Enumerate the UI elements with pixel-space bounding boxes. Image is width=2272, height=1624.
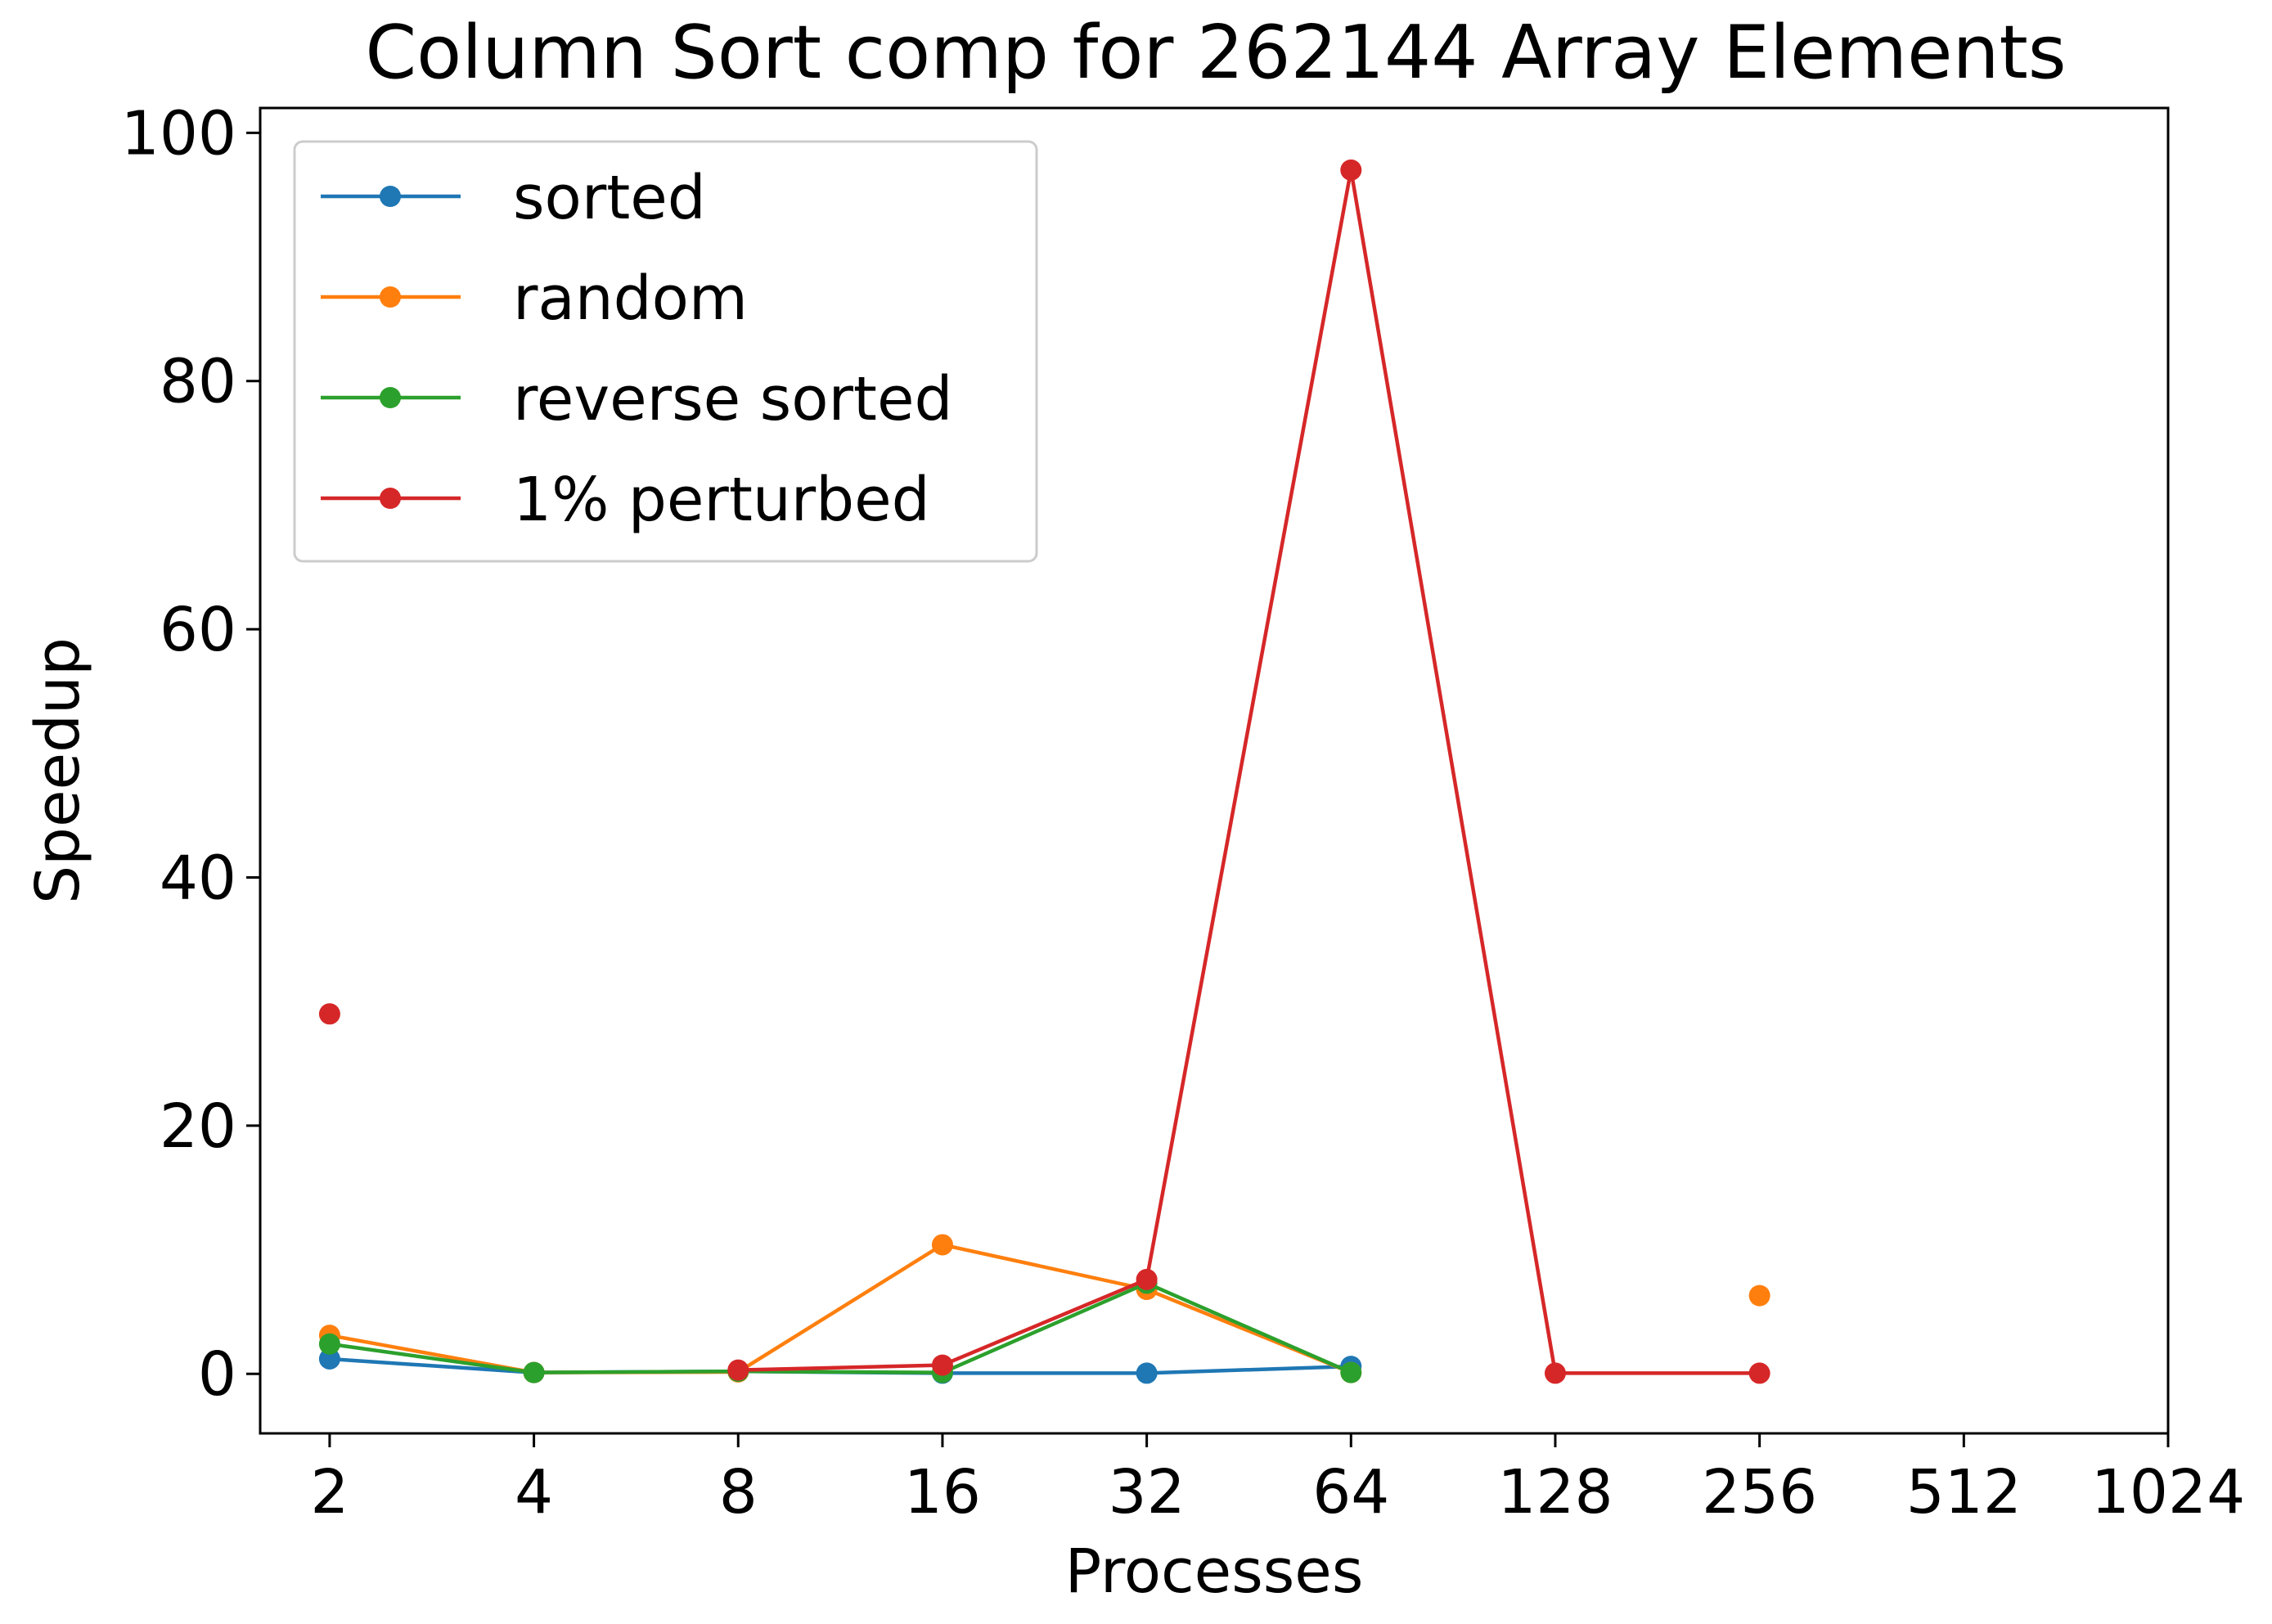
chart-title: Column Sort comp for 262144 Array Elemen…: [365, 10, 2066, 96]
legend-box: [293, 140, 1038, 563]
x-tick-label: 32: [1109, 1457, 1185, 1527]
x-tick-label: 4: [515, 1457, 553, 1527]
plot-area: [318, 159, 1770, 1384]
axes: 2 4 8 16 32 64 128 256 512 1024 0 20 40 60 80 100: [121, 98, 2245, 1527]
data-point-1-perturbed: [1136, 1268, 1158, 1290]
y-tick-label: 80: [160, 347, 236, 417]
x-tick-label: 64: [1312, 1457, 1389, 1527]
y-tick-label: 40: [160, 843, 236, 913]
data-point-reverse-sorted: [1340, 1361, 1362, 1383]
y-tick-label: 20: [160, 1091, 236, 1162]
data-point-sorted: [1136, 1362, 1158, 1384]
data-point-1-perturbed: [1748, 1362, 1770, 1384]
series-1-perturbed: [318, 159, 1770, 1384]
x-tick-label: 512: [1906, 1457, 2022, 1527]
data-point-random: [1748, 1284, 1770, 1307]
legend: sorted random reverse sorted 1% perturbed: [293, 140, 1038, 563]
x-tick-label: 1024: [2091, 1457, 2245, 1527]
data-point-1-perturbed: [1544, 1362, 1566, 1384]
series-line-1-perturbed: [738, 168, 1760, 1375]
legend-marker: [380, 286, 401, 308]
legend-label: reverse sorted: [513, 364, 952, 434]
data-point-1-perturbed: [931, 1354, 953, 1376]
data-point-1-perturbed: [727, 1359, 749, 1381]
data-point-1-perturbed: [318, 1003, 340, 1025]
x-tick-label: 256: [1702, 1457, 1817, 1527]
x-tick-label: 16: [904, 1457, 981, 1527]
data-point-1-perturbed: [1340, 159, 1362, 181]
data-point-random: [931, 1234, 953, 1256]
data-point-reverse-sorted: [523, 1361, 545, 1383]
y-axis-label: Speedup: [23, 637, 93, 904]
x-tick-label: 2: [310, 1457, 349, 1527]
legend-marker: [380, 488, 401, 509]
legend-label: random: [513, 263, 748, 334]
y-tick-label: 0: [198, 1339, 236, 1410]
legend-label: 1% perturbed: [513, 465, 930, 535]
y-tick-label: 100: [121, 98, 236, 169]
plot-frame: [259, 106, 2170, 1435]
legend-label: sorted: [513, 163, 706, 233]
series-line-reverse-sorted: [329, 1281, 1352, 1374]
x-tick-label: 128: [1497, 1457, 1613, 1527]
legend-marker: [380, 186, 401, 207]
x-axis-label: Processes: [1065, 1536, 1364, 1607]
legend-marker: [380, 387, 401, 408]
x-tick-label: 8: [719, 1457, 758, 1527]
y-tick-label: 60: [160, 595, 236, 665]
data-point-sorted: [318, 1347, 340, 1370]
data-point-reverse-sorted: [318, 1333, 340, 1355]
